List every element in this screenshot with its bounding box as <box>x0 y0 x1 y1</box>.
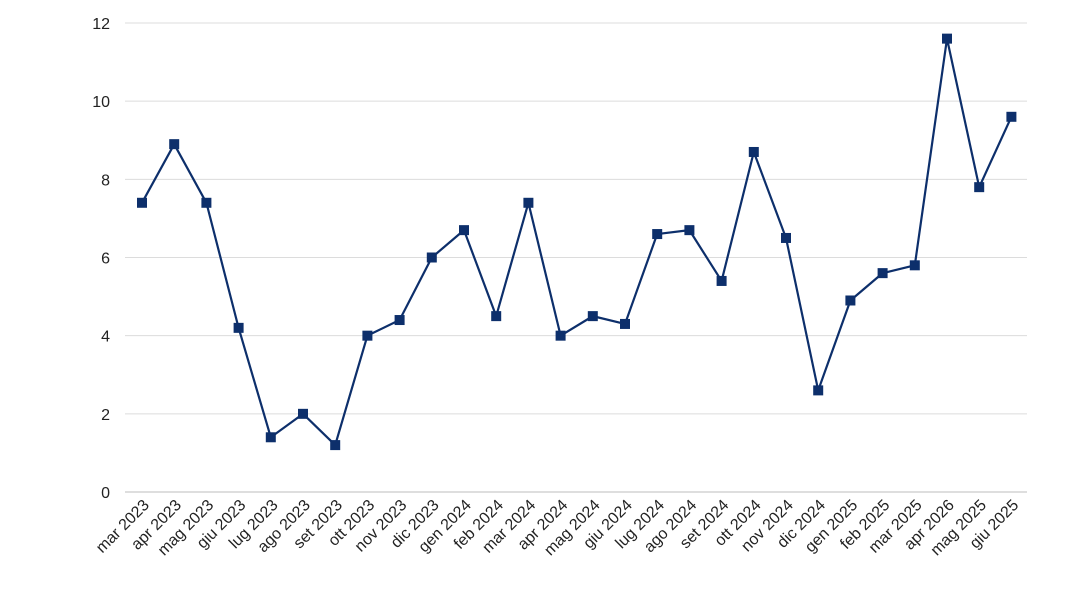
data-point-marker <box>620 318 630 329</box>
data-point-marker <box>426 252 437 263</box>
data-point-marker <box>845 295 856 306</box>
y-tick-label: 4 <box>101 329 110 346</box>
y-tick-label: 2 <box>101 407 110 424</box>
series-line <box>141 37 1013 447</box>
y-axis-ticks: 0 2 4 6 8 10 12 <box>92 16 110 502</box>
data-point-marker <box>942 33 952 44</box>
data-point-marker <box>974 182 985 193</box>
data-point-marker <box>362 330 373 341</box>
y-tick-label: 6 <box>101 251 110 268</box>
data-point-marker <box>1006 111 1017 122</box>
data-point-marker <box>137 197 147 208</box>
data-point-marker <box>491 311 502 322</box>
data-point-marker <box>459 225 469 236</box>
y-tick-label: 10 <box>92 94 110 111</box>
data-point-marker <box>716 275 727 286</box>
data-point-marker <box>265 432 276 443</box>
data-point-marker <box>330 440 341 451</box>
data-point-marker <box>233 322 244 333</box>
data-point-marker <box>298 408 308 419</box>
y-tick-label: 8 <box>101 172 110 189</box>
data-point-marker <box>909 260 920 271</box>
data-point-marker <box>169 139 180 150</box>
data-point-marker <box>877 268 888 279</box>
data-point-marker <box>587 311 598 322</box>
gridlines <box>125 22 1027 415</box>
data-point-marker <box>394 315 405 326</box>
y-tick-label: 12 <box>92 16 110 33</box>
data-point-marker <box>781 232 791 243</box>
data-point-marker <box>652 229 663 240</box>
data-point-marker <box>748 146 759 157</box>
data-point-marker <box>813 385 824 396</box>
series <box>137 33 1017 451</box>
y-tick-label: 0 <box>101 485 110 502</box>
data-point-marker <box>555 330 566 341</box>
data-point-marker <box>201 197 212 208</box>
data-point-marker <box>684 225 695 236</box>
data-point-marker <box>523 197 534 208</box>
